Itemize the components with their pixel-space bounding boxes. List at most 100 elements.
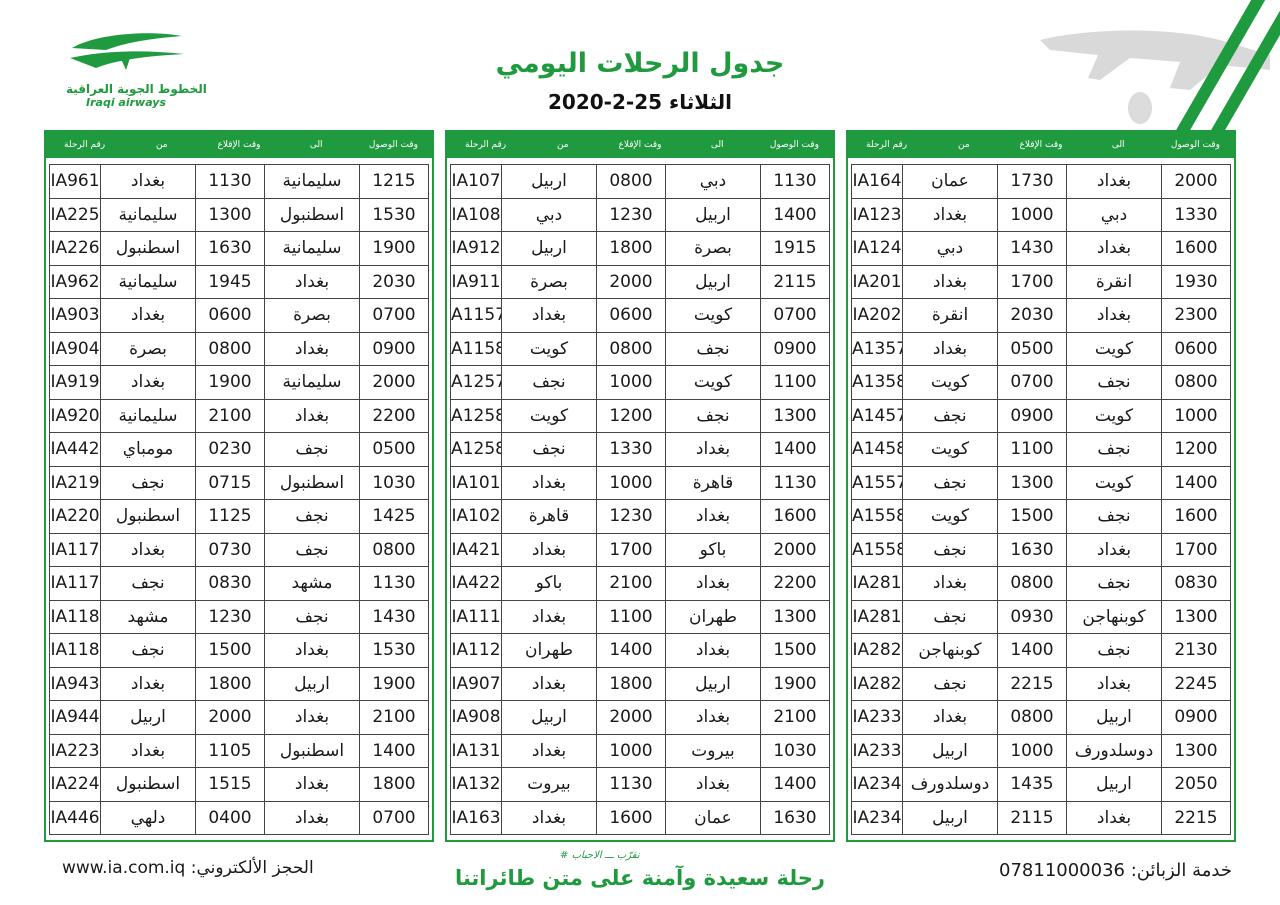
table-row: 2050 اربيل 1435 دوسلدورف IA234 [852,768,1230,802]
header-destination: الى [710,140,724,150]
origin: انقرة [902,299,997,332]
flight-number: IA131 [451,740,501,761]
arrival-time: 1300 [760,399,829,432]
origin: بغداد [100,667,195,700]
arrival-time: 1200 [1161,433,1230,466]
arrival-time: 2200 [760,567,829,600]
origin: بغداد [501,299,596,332]
origin: اربيل [501,232,596,265]
destination: اربيل [1066,768,1161,801]
destination: بغداد [1066,667,1161,700]
departure-time: 2215 [997,667,1066,700]
arrival-time: 1130 [760,165,829,198]
table-row: 2000 باكو 1700 بغداد IA421 [451,533,829,567]
destination: نجف [665,399,760,432]
table-row: 1600 بغداد 1430 دبي IA124 [852,232,1230,266]
table-row: 1100كويت1000نجفIA1257 [451,366,829,400]
destination: بغداد [665,634,760,667]
departure-time: 0900 [997,399,1066,432]
table-row: 0900 بغداد 0800 بصرة IA904 [50,332,428,366]
arrival-time: 1400 [760,198,829,231]
origin: اربيل [501,701,596,734]
customer-service: خدمة الزبائن: 07811000036 [999,860,1232,881]
flight-number: IA904 [50,338,100,359]
flight-number: IA111 [451,606,501,627]
destination: نجف [665,332,760,365]
arrival-time: 0900 [359,332,428,365]
departure-time: 1500 [997,500,1066,533]
origin: نجف [501,366,596,399]
origin: بغداد [100,734,195,767]
origin: كويت [902,500,997,533]
departure-time: 0800 [596,332,665,365]
arrival-time: 2100 [760,701,829,734]
departure-time: 1630 [195,232,264,265]
destination: بغداد [1066,165,1161,198]
destination: بغداد [1066,801,1161,834]
table-row: 0700 بصرة 0600 بغداد IA903 [50,299,428,333]
origin: بغداد [501,801,596,834]
origin: بيروت [501,768,596,801]
table-row: 1900 اربيل 1800 بغداد IA943 [50,667,428,701]
flight-number: IA118 [50,606,100,627]
table-row: 0900نجف0800كويتIA1158 [451,332,829,366]
destination: بغداد [264,801,359,834]
table-row: 2000 بغداد 1730 عمان IA164 [852,165,1230,199]
arrival-time: 2000 [359,366,428,399]
flight-number: IA1358 [852,372,902,393]
arrival-time: 1300 [1161,600,1230,633]
departure-time: 1100 [997,433,1066,466]
header-departure-time: وقت الإقلاع [618,140,662,150]
origin: نجف [902,399,997,432]
departure-time: 1430 [997,232,1066,265]
departure-time: 1000 [596,734,665,767]
destination: بغداد [264,768,359,801]
arrival-time: 0600 [1161,332,1230,365]
destination: اسطنبول [264,198,359,231]
arrival-time: 2245 [1161,667,1230,700]
table-row: 2215 بغداد 2115 اربيل IA234 [852,801,1230,834]
origin: بغداد [100,299,195,332]
table-row: 0900 اربيل 0800 بغداد IA233 [852,701,1230,735]
origin: اربيل [100,701,195,734]
departure-time: 1435 [997,768,1066,801]
table-row: 0500 نجف 0230 مومباي IA442 [50,433,428,467]
arrival-time: 1915 [760,232,829,265]
airplane-silhouette-icon [1040,30,1270,124]
origin: مومباي [100,433,195,466]
logo-english-text: Iraqi airways [86,96,166,109]
arrival-time: 0900 [1161,701,1230,734]
destination: اربيل [665,667,760,700]
table-row: 0600كويت0500بغدادIA1357 [852,332,1230,366]
departure-time: 1125 [195,500,264,533]
arrival-time: 1630 [760,801,829,834]
table-body: 2000 بغداد 1730 عمان IA164 1330 دبي 1000 بغداد IA… [851,164,1231,835]
table-row: 1600نجف1500كويتIA1558 [852,500,1230,534]
flight-number: IA132 [451,774,501,795]
arrival-time: 0830 [1161,567,1230,600]
arrival-time: 1530 [359,634,428,667]
origin: سليمانية [100,399,195,432]
table-row: 0700 بغداد 0400 دلهي IA446 [50,801,428,834]
departure-time: 1000 [997,198,1066,231]
departure-time: 1515 [195,768,264,801]
schedule-date: الثلاثاء 25-2-2020 [548,90,732,114]
table-row: 1700بغداد1630نجفIA1558 [852,533,1230,567]
departure-time: 1300 [997,466,1066,499]
origin: نجف [501,433,596,466]
departure-time: 2115 [997,801,1066,834]
destination: نجف [1066,433,1161,466]
flight-number: IA446 [50,807,100,828]
arrival-time: 2300 [1161,299,1230,332]
table-row: 2200 بغداد 2100 سليمانية IA920 [50,399,428,433]
flight-number: IA1257 [451,372,501,393]
arrival-time: 1130 [760,466,829,499]
flight-number: IA943 [50,673,100,694]
schedule-table-middle: وقت الوصول الى وقت الإقلاع من رقم الرحلة 1130… [445,130,835,842]
flight-number: IA163 [451,807,501,828]
destination: بغداد [665,433,760,466]
flight-number: IA421 [451,539,501,560]
destination: بصرة [264,299,359,332]
arrival-time: 0700 [359,299,428,332]
flight-number: IA903 [50,305,100,326]
